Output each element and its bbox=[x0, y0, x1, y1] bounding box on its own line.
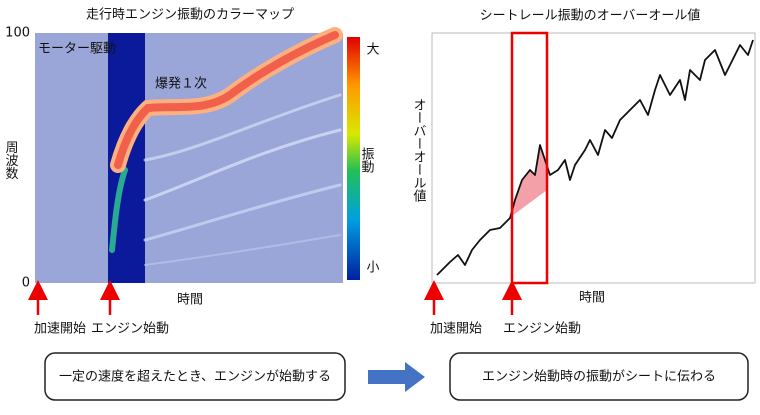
marker-label: エンジン始動 bbox=[503, 322, 581, 337]
highlight-box bbox=[510, 31, 549, 285]
y-max: 100 bbox=[5, 26, 30, 41]
overall-line bbox=[436, 39, 754, 276]
step-text: 一定の速度を超えたとき、エンジンが始動する bbox=[59, 369, 331, 385]
marker-label: エンジン始動 bbox=[91, 322, 169, 337]
left-title: 走行時エンジン振動のカラーマップ bbox=[86, 8, 294, 23]
y-label: オーバーオール値 bbox=[411, 98, 427, 202]
y-label: 周波数 bbox=[3, 141, 19, 180]
colorbar-high: 大 bbox=[366, 43, 379, 58]
harmonics bbox=[109, 27, 343, 266]
x-label: 時間 bbox=[177, 293, 203, 308]
marker-label: 加速開始 bbox=[34, 322, 86, 337]
step-box bbox=[44, 352, 346, 401]
right-title: シートレール振動のオーバーオール値 bbox=[480, 8, 701, 24]
colorbar-label: 振動 bbox=[359, 147, 375, 174]
colorbar-low: 小 bbox=[366, 261, 379, 276]
colorbar bbox=[347, 37, 360, 280]
x-label: 時間 bbox=[579, 291, 605, 306]
line-label: 爆発１次 bbox=[155, 76, 207, 92]
highlight-area bbox=[512, 145, 547, 216]
flow-arrow bbox=[368, 362, 425, 392]
marker-label: 加速開始 bbox=[430, 322, 482, 337]
plot-area bbox=[431, 32, 756, 284]
colormap bbox=[35, 33, 343, 283]
region-label: モーター駆動 bbox=[38, 42, 116, 57]
step-text: エンジン始動時の振動がシートに伝わる bbox=[482, 370, 716, 385]
y-min: 0 bbox=[22, 276, 30, 291]
step-box bbox=[449, 352, 749, 401]
